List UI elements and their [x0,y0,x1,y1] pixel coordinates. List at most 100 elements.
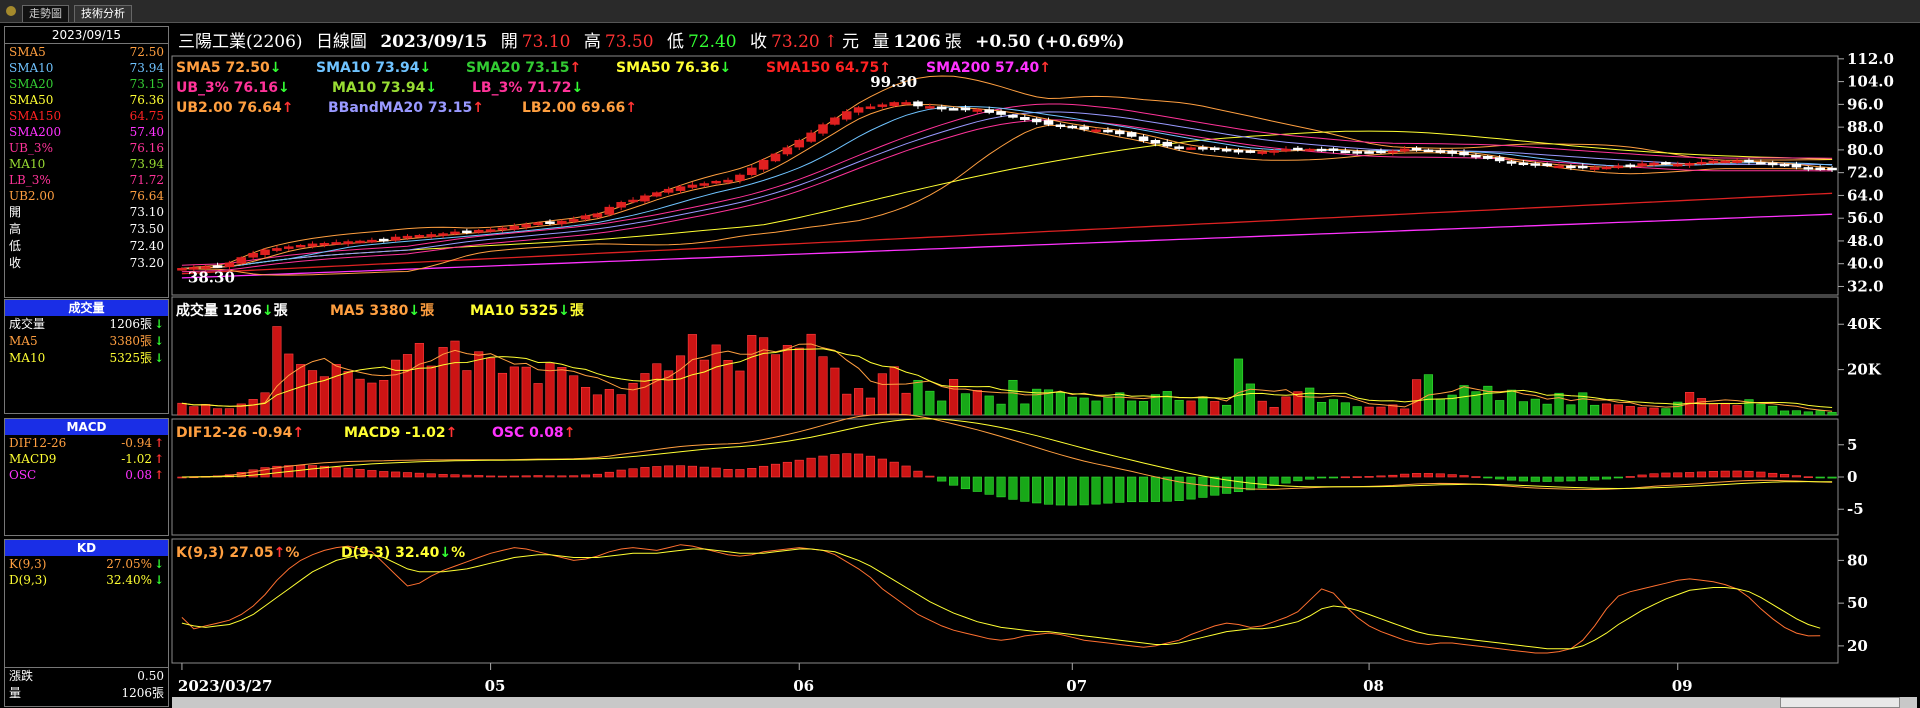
sidebar-row-ub2-00: UB2.00 76.64 [5,188,168,204]
x-axis-label: 05 [485,677,506,695]
legend-suffix: % [451,545,465,561]
candle-body [1316,148,1327,152]
macd-osc-bar [770,463,781,478]
candle-body [284,246,294,249]
volume-bar [331,364,341,416]
volume-bar [355,378,365,416]
candle-body [925,106,935,109]
candle-body [1649,162,1659,166]
macd-osc-bar [972,476,982,492]
macd-osc-bar [1471,476,1481,478]
macd-panel-title[interactable]: MACD [5,419,168,435]
macd-osc-bar [1720,470,1730,478]
price-axis-tick-label: 56.0 [1847,209,1884,227]
macd-osc-bar [1791,475,1802,478]
macd-osc-bar [1661,472,1671,478]
candle-body [1388,150,1398,154]
volume-bar [248,399,258,416]
scroll-thumb[interactable] [1780,697,1900,708]
kd-indicator-list: ↓ K(9,3) 27.05% ↓ D(9,3) 32.40% [5,556,168,588]
volume-bar [557,367,567,416]
macd-osc-bar [782,461,792,478]
sma50-line [181,130,1833,269]
candle-body [1447,150,1457,154]
candle-body [1684,163,1695,166]
macd-osc-bar [1222,476,1232,494]
sidebar-row-label: MA10 [9,351,46,365]
candle-body [1577,165,1588,169]
sidebar-row-value: 64.75 [129,109,164,123]
candle-body [984,109,994,113]
volume-panel-title[interactable]: 成交量 [5,300,168,316]
legend-text: SMA50 76.36 [616,60,720,76]
candle-body [723,179,733,183]
up-arrow-icon: ↑ [472,100,484,116]
legend-text: SMA5 72.50 [176,60,270,76]
candle-body [485,229,496,232]
volume-bar [640,373,650,416]
volume-bar [806,333,816,416]
candle-body [746,167,757,176]
volume-bar [569,375,579,416]
macd-osc-bar [984,476,994,495]
volume-bar [533,383,543,416]
macd-osc-bar [616,469,626,478]
volume-bar [1233,358,1244,416]
volume-bar [1506,389,1517,416]
volume-bar [1411,379,1422,416]
volume-bar [901,392,911,416]
price-indicator-list: SMA5 72.50 SMA10 73.94 SMA20 73.15 SMA50 76.36 S… [5,44,168,204]
down-arrow-icon: ↓ [270,60,282,76]
volume-bar [1542,403,1552,416]
macd-osc-bar [355,468,365,478]
macd-osc-bar [402,472,413,478]
volume-bar [1530,398,1540,416]
sidebar-row--: 開 73.10 [5,204,168,221]
candle-body [1162,141,1173,147]
candle-body [1779,163,1790,167]
sidebar-row-value: 5325張 [109,351,152,365]
chart-scrollbar[interactable] [172,697,1917,708]
down-arrow-icon: ↓ [153,351,164,365]
macd-osc-bar [343,467,353,478]
candle-body [640,195,650,202]
volume-bar [1352,406,1362,416]
up-arrow-icon: ↑ [153,452,164,466]
tab-technical[interactable]: 技術分析 [74,5,132,22]
volume-bar [319,376,329,416]
macd-osc-bar [331,466,341,478]
candle-body [1031,118,1042,123]
x-axis-label: 06 [793,677,814,695]
macd-osc-bar [462,474,472,478]
legend-text: UB_3% 76.16 [176,80,278,96]
candle-body [533,222,543,226]
tab-trend[interactable]: 走勢圖 [22,5,69,22]
macd-osc-bar [1744,470,1754,478]
volume-bar [925,390,935,416]
sidebar-row-label: UB2.00 [9,189,55,203]
legend-sma5: SMA5 72.50↓ [176,60,281,76]
macd-osc-bar [949,476,959,486]
macd-osc-bar [497,475,508,478]
candle-body [1613,165,1624,169]
candle-body [200,266,211,269]
macd-osc-bar [652,466,662,478]
candle-body [687,184,698,188]
kd-indicator-panel: KD ↓ K(9,3) 27.05% ↓ D(9,3) 32.40% [4,539,169,691]
menu-icon[interactable] [6,6,16,16]
volume-bar [1328,399,1339,416]
volume-bar [1471,391,1481,416]
volume-ma5-line [181,343,1833,412]
volume-bar [949,379,959,416]
kd-panel-title[interactable]: KD [5,540,168,556]
candle-body [1518,162,1529,166]
volume-bar [1210,401,1220,416]
macd-osc-bar [1198,476,1208,498]
legend-text: DIF12-26 -0.94 [176,425,293,441]
candle-body [889,102,899,107]
sidebar-row-label: 開 [9,205,22,219]
macd-osc-bar [260,467,270,478]
candle-body [1744,159,1754,163]
candle-body [1732,160,1742,163]
